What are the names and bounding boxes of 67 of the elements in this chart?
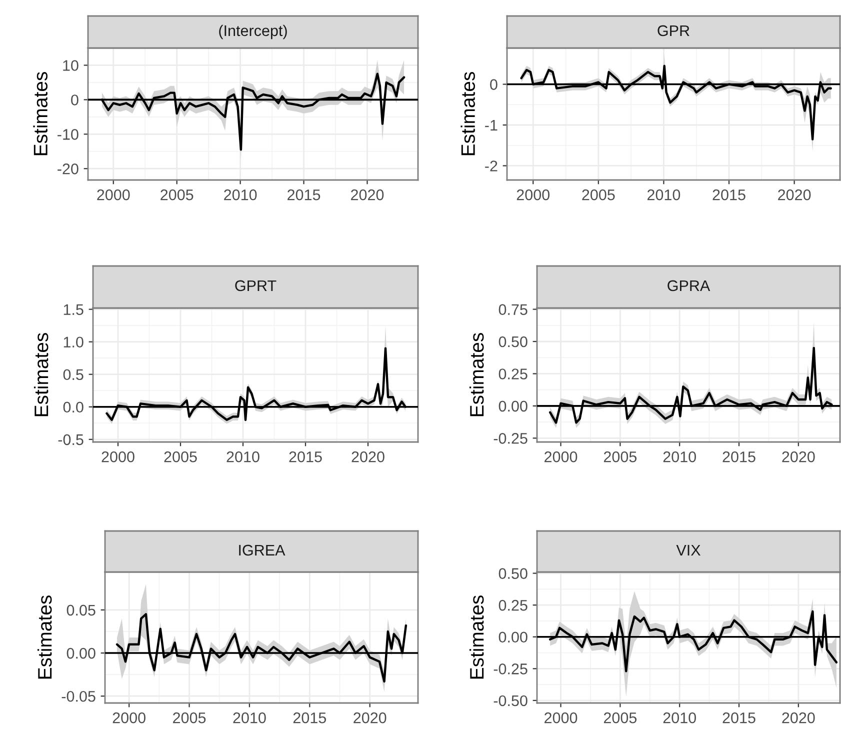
chart-title: GPR	[658, 25, 690, 36]
y-axis-title: Estimates	[33, 72, 48, 156]
x-tick-label: 2015	[288, 189, 320, 200]
x-tick-label: 2020	[782, 451, 815, 462]
y-tick-label: 0.25	[498, 368, 528, 380]
x-tick-label: 2000	[97, 189, 130, 200]
y-tick-label: 0.0	[63, 402, 84, 413]
x-tick-label: 2020	[354, 712, 386, 724]
y-tick-label: 0.00	[498, 400, 528, 412]
x-tick-label: 2015	[722, 712, 756, 724]
x-tick-label: 2010	[647, 189, 680, 200]
x-tick-label: 2020	[778, 189, 811, 200]
x-tick-label: 2020	[352, 451, 384, 462]
y-tick-label: -0.25	[494, 433, 528, 444]
y-tick-label: 0.00	[498, 632, 528, 643]
y-tick-label: 1.0	[64, 336, 84, 348]
x-tick-label: 2010	[226, 451, 260, 462]
y-tick-label: 1.5	[64, 304, 84, 315]
x-tick-label: 2020	[351, 189, 384, 200]
chart-title: GPRT	[235, 280, 276, 292]
x-tick-label: 2015	[712, 189, 746, 200]
y-tick-label: 0.5	[63, 369, 84, 380]
x-tick-label: 2000	[516, 189, 550, 200]
chart-title: VIX	[676, 544, 700, 556]
y-tick-label: 0.00	[66, 648, 96, 659]
x-tick-label: 2005	[582, 189, 615, 200]
x-tick-label: 2010	[663, 451, 696, 462]
chart-title: IGREA	[239, 544, 286, 556]
x-tick-label: 2015	[722, 451, 756, 462]
y-tick-label: -2	[485, 160, 498, 172]
y-tick-label: -0.5	[58, 434, 84, 446]
y-axis-title: Estimates	[460, 72, 475, 156]
y-axis-title: Estimates	[34, 333, 48, 416]
y-axis-title: Estimates	[469, 596, 484, 679]
x-tick-label: 2005	[160, 189, 194, 200]
y-tick-label: 0.50	[498, 568, 528, 579]
x-tick-label: 2005	[604, 712, 637, 724]
y-axis-title: Estimates	[469, 333, 484, 416]
x-tick-label: 2005	[164, 451, 197, 462]
y-axis-title: Estimates	[37, 596, 52, 679]
y-tick-label: -10	[58, 129, 78, 140]
x-tick-label: 2005	[604, 451, 637, 462]
y-tick-label: 10	[63, 60, 78, 71]
x-tick-label: 2015	[289, 451, 322, 462]
y-tick-label: -20	[58, 163, 78, 174]
chart-title: GPRA	[668, 280, 710, 292]
x-tick-label: 2000	[102, 451, 134, 462]
x-tick-label: 2010	[233, 712, 266, 724]
x-tick-label: 2000	[544, 712, 578, 724]
y-tick-label: -1	[485, 120, 498, 131]
x-tick-label: 2010	[663, 712, 696, 724]
y-tick-label: 0.25	[498, 600, 528, 611]
y-tick-label: -0.50	[494, 695, 528, 706]
y-tick-label: 0.50	[498, 336, 528, 348]
x-tick-label: 2015	[293, 712, 326, 724]
chart-title: (Intercept)	[219, 24, 287, 40]
y-tick-label: 0	[490, 79, 498, 90]
x-tick-label: 2005	[173, 712, 206, 724]
y-tick-label: -0.25	[494, 664, 528, 674]
x-tick-label: 2000	[544, 451, 578, 462]
y-tick-label: 0.75	[498, 304, 528, 315]
x-tick-label: 2000	[112, 712, 146, 724]
y-tick-label: 0.05	[66, 604, 96, 616]
x-tick-label: 2010	[224, 189, 257, 200]
y-tick-label: 0	[71, 94, 78, 106]
x-tick-label: 2020	[782, 712, 815, 724]
y-tick-label: -0.05	[62, 690, 96, 702]
